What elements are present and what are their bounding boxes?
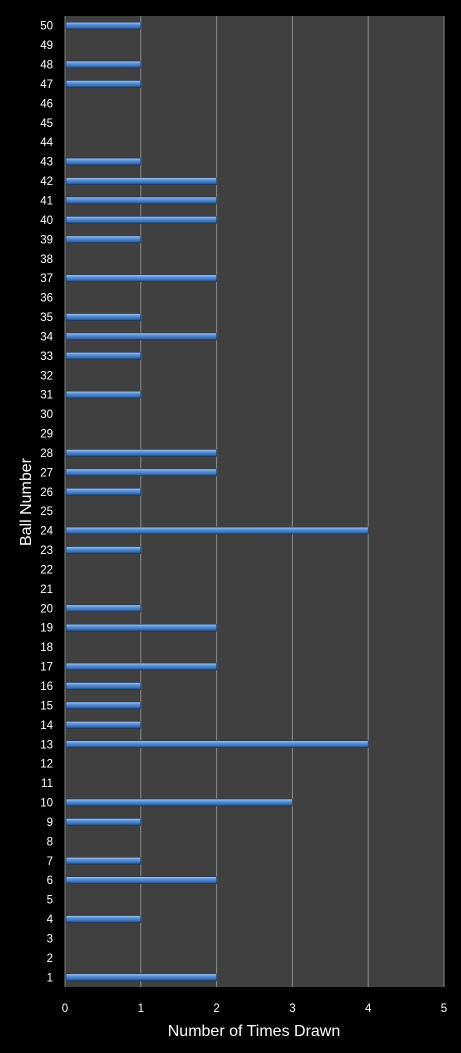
x-tick-label: 3 <box>289 1003 295 1015</box>
y-tick-label: 28 <box>40 448 53 460</box>
y-tick-label: 6 <box>47 875 53 887</box>
y-tick-label: 24 <box>40 526 53 538</box>
bar-ball-10 <box>65 798 293 807</box>
y-tick-label: 34 <box>40 331 53 343</box>
y-tick-label: 41 <box>40 195 53 207</box>
y-tick-label: 47 <box>40 79 53 91</box>
y-tick-label: 20 <box>40 603 53 615</box>
y-tick-label: 22 <box>40 564 53 576</box>
y-tick-label: 31 <box>40 390 53 402</box>
bar-ball-9 <box>65 818 142 826</box>
bar-ball-27 <box>65 468 217 477</box>
y-tick-label: 45 <box>40 118 53 130</box>
bar-ball-16 <box>65 682 142 690</box>
y-tick-label: 30 <box>40 409 53 421</box>
bars <box>65 21 369 982</box>
bar-ball-39 <box>65 235 142 244</box>
y-tick-label: 39 <box>40 234 53 246</box>
y-tick-label: 42 <box>40 176 53 188</box>
y-tick-label: 7 <box>47 856 53 868</box>
y-tick-label: 4 <box>47 914 54 926</box>
bar-ball-14 <box>65 721 142 729</box>
bar-ball-47 <box>65 80 142 88</box>
y-tick-label: 27 <box>40 467 53 479</box>
y-tick-label: 36 <box>40 293 53 305</box>
y-tick-label: 11 <box>41 778 53 790</box>
y-tick-label: 25 <box>40 506 53 518</box>
bar-ball-20 <box>65 604 142 613</box>
y-tick-label: 26 <box>40 487 53 499</box>
y-axis-title: Ball Number <box>18 457 35 546</box>
bar-ball-19 <box>65 623 217 632</box>
y-tick-label: 23 <box>40 545 53 557</box>
bar-ball-35 <box>65 313 142 321</box>
y-tick-label: 32 <box>40 370 53 382</box>
y-tick-label: 37 <box>40 273 53 285</box>
bar-ball-17 <box>65 662 217 671</box>
y-tick-label: 49 <box>40 40 53 52</box>
y-tick-label: 35 <box>40 312 53 324</box>
y-tick-label: 50 <box>40 21 53 33</box>
y-axis-ticks: 1234567891011121314151617181920212223242… <box>40 21 53 985</box>
bar-ball-24 <box>65 526 369 535</box>
y-tick-label: 17 <box>40 662 53 674</box>
y-tick-label: 40 <box>40 215 53 227</box>
y-tick-label: 38 <box>40 254 53 266</box>
bar-ball-43 <box>65 157 142 166</box>
y-tick-label: 21 <box>40 584 53 596</box>
bar-ball-33 <box>65 352 142 360</box>
bar-ball-23 <box>65 546 142 554</box>
x-axis-ticks: 0 1 2 3 4 5 <box>62 1003 447 1015</box>
y-tick-label: 8 <box>47 836 53 848</box>
y-tick-label: 9 <box>47 817 53 829</box>
y-tick-label: 15 <box>40 700 53 712</box>
bar-ball-41 <box>65 196 217 205</box>
x-axis-title: Number of Times Drawn <box>168 1023 341 1040</box>
y-tick-label: 13 <box>40 739 53 751</box>
x-tick-label: 5 <box>441 1003 447 1015</box>
bar-ball-50 <box>65 21 142 30</box>
bar-ball-26 <box>65 487 142 496</box>
bar-ball-6 <box>65 876 217 884</box>
x-tick-label: 2 <box>213 1003 219 1015</box>
y-tick-label: 1 <box>47 972 53 984</box>
y-tick-label: 12 <box>40 759 53 771</box>
bar-ball-31 <box>65 390 142 399</box>
bar-ball-15 <box>65 701 142 710</box>
y-tick-label: 14 <box>40 720 53 732</box>
y-tick-label: 33 <box>40 351 53 363</box>
y-tick-label: 29 <box>40 429 53 441</box>
y-tick-label: 5 <box>47 895 53 907</box>
bar-ball-4 <box>65 915 142 923</box>
y-tick-label: 19 <box>40 623 53 635</box>
y-tick-label: 18 <box>40 642 53 654</box>
x-tick-label: 4 <box>365 1003 372 1015</box>
bar-ball-40 <box>65 216 217 224</box>
x-tick-label: 0 <box>62 1003 68 1015</box>
y-tick-label: 46 <box>40 98 53 110</box>
bar-ball-28 <box>65 449 217 457</box>
x-tick-label: 1 <box>138 1003 144 1015</box>
bar-ball-48 <box>65 60 142 69</box>
bar-ball-13 <box>65 740 369 749</box>
bar-ball-42 <box>65 177 217 185</box>
y-tick-label: 43 <box>40 157 53 169</box>
bar-ball-1 <box>65 973 217 982</box>
bar-ball-37 <box>65 274 217 282</box>
y-tick-label: 2 <box>47 953 53 965</box>
y-tick-label: 48 <box>40 60 53 72</box>
y-tick-label: 3 <box>47 933 53 945</box>
y-tick-label: 44 <box>40 137 53 149</box>
bar-ball-34 <box>65 332 217 341</box>
bar-ball-7 <box>65 856 142 865</box>
y-tick-label: 10 <box>40 798 53 810</box>
y-tick-label: 16 <box>40 681 53 693</box>
